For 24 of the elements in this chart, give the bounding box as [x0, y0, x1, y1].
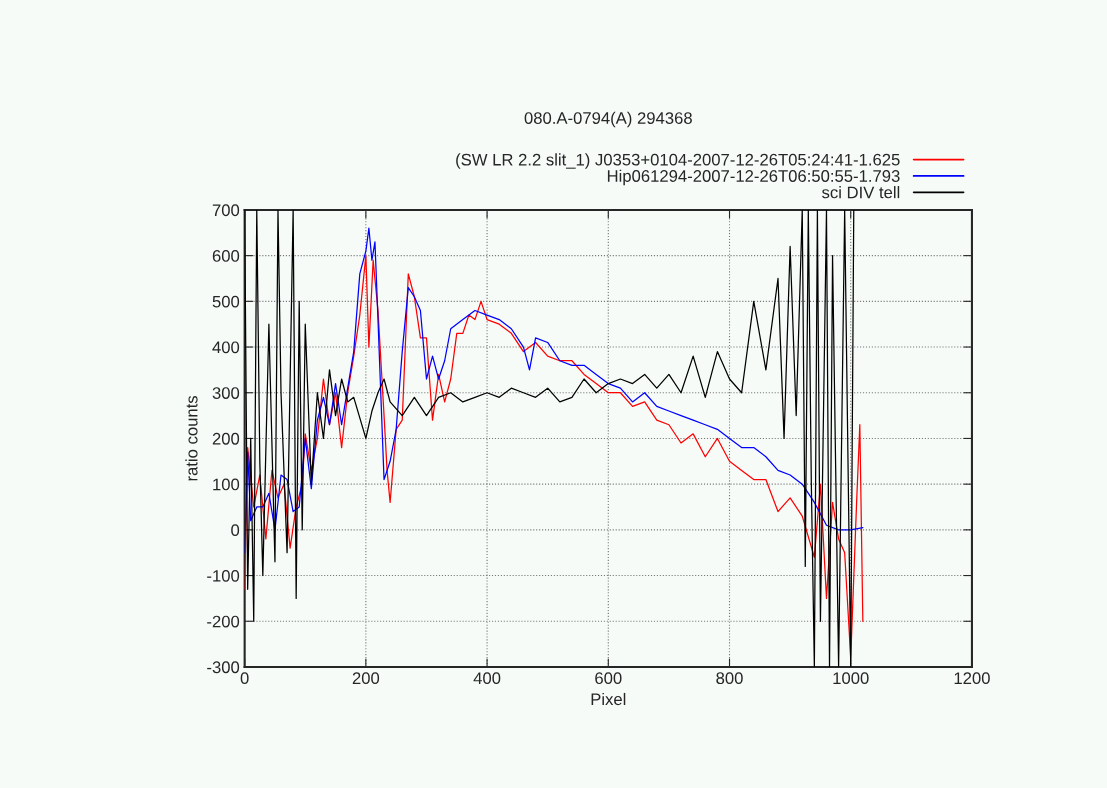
y-tick-label: 400: [212, 341, 240, 354]
y-tick-label: -200: [207, 615, 240, 628]
chart-title: 080.A-0794(A) 294368: [524, 111, 692, 128]
x-tick-label: 200: [352, 672, 380, 685]
x-tick-label: 800: [716, 672, 743, 685]
legend-label: (SW LR 2.2 slit_1) J0353+0104-2007-12-26T05:24:41-1.625: [456, 153, 900, 169]
y-tick-label: 0: [231, 524, 240, 537]
y-tick-label: 100: [213, 478, 240, 491]
x-tick-label: 0: [240, 672, 249, 685]
legend-label: Hip061294-2007-12-26T06:50:55-1.793: [607, 169, 900, 186]
x-tick-label: 1000: [833, 672, 869, 685]
x-axis-title: Pixel: [591, 692, 626, 706]
y-tick-label: 200: [212, 432, 240, 445]
x-tick-label: 400: [473, 672, 501, 685]
y-tick-label: 300: [212, 387, 240, 399]
x-tick-label: 600: [595, 672, 622, 685]
y-tick-label: -100: [207, 569, 240, 582]
y-axis-title: ratio counts: [185, 395, 198, 481]
legend-label: sci DIV tell: [822, 186, 900, 199]
x-tick-label: 1200: [954, 672, 990, 685]
y-tick-label: 500: [212, 295, 240, 308]
y-tick-label: 700: [212, 204, 240, 217]
y-tick-label: 600: [212, 250, 240, 262]
y-tick-label: -300: [207, 661, 240, 674]
